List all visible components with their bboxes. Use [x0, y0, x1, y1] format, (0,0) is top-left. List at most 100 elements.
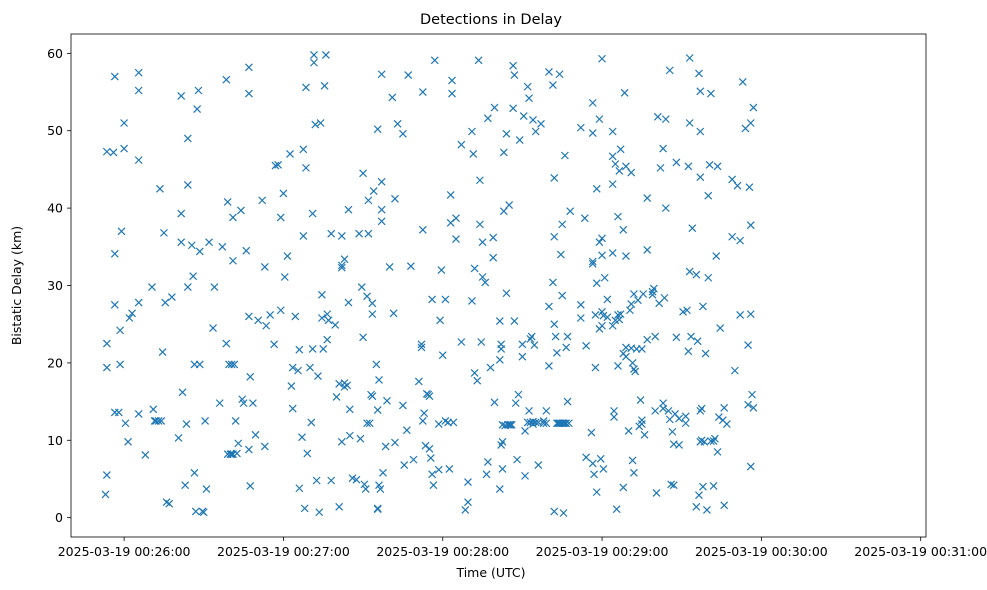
- data-point: [464, 498, 472, 507]
- x-axis-label: Time (UTC): [455, 565, 525, 580]
- data-point: [627, 300, 636, 308]
- data-point: [661, 204, 670, 213]
- data-point: [720, 501, 729, 510]
- data-point: [260, 442, 269, 451]
- data-point: [244, 63, 253, 72]
- data-point: [477, 338, 486, 346]
- data-point: [611, 160, 620, 168]
- data-point: [302, 83, 310, 92]
- data-point: [377, 177, 386, 186]
- data-point: [706, 89, 715, 98]
- data-point: [591, 310, 600, 319]
- data-point: [745, 183, 754, 192]
- data-point: [495, 485, 504, 493]
- data-point: [599, 464, 608, 473]
- data-point: [327, 476, 336, 485]
- data-point: [552, 348, 561, 357]
- y-tick-label: 60: [47, 46, 63, 61]
- data-point: [468, 127, 476, 136]
- data-point: [242, 246, 251, 255]
- data-point: [545, 362, 553, 370]
- data-point: [248, 399, 257, 408]
- data-point: [684, 347, 693, 356]
- data-point: [101, 490, 110, 499]
- data-point: [481, 278, 490, 287]
- data-point: [300, 504, 309, 513]
- data-point: [262, 321, 271, 330]
- data-point: [417, 343, 426, 352]
- data-point: [244, 445, 253, 454]
- data-point: [603, 313, 612, 322]
- data-point: [388, 93, 397, 102]
- data-point: [672, 333, 681, 342]
- data-point: [385, 263, 394, 271]
- data-point: [482, 470, 491, 479]
- data-point: [507, 420, 516, 429]
- data-point: [194, 86, 203, 95]
- data-point: [344, 298, 353, 307]
- y-tick-label: 40: [47, 201, 63, 216]
- data-point: [425, 392, 434, 401]
- data-point: [134, 410, 143, 418]
- data-point: [486, 363, 495, 372]
- data-point: [709, 437, 718, 445]
- data-point: [299, 232, 308, 240]
- data-point: [359, 169, 368, 178]
- data-point: [489, 233, 498, 242]
- data-point: [389, 309, 398, 318]
- data-point: [525, 94, 533, 103]
- data-point: [550, 232, 559, 241]
- data-point: [381, 442, 390, 451]
- data-point: [519, 112, 528, 120]
- data-point: [563, 397, 572, 406]
- data-point: [628, 456, 637, 465]
- data-point: [699, 302, 707, 311]
- data-point: [521, 427, 529, 435]
- data-point: [428, 470, 437, 479]
- data-point: [693, 337, 702, 346]
- data-point: [288, 404, 297, 413]
- data-point: [110, 249, 119, 258]
- data-point: [643, 194, 652, 202]
- data-point: [295, 345, 304, 354]
- data-point: [720, 403, 729, 412]
- data-point: [319, 345, 328, 353]
- data-point: [128, 309, 136, 318]
- data-point: [590, 470, 599, 479]
- data-point: [526, 334, 535, 343]
- data-point: [306, 363, 314, 372]
- data-point: [331, 321, 340, 329]
- data-point: [344, 205, 353, 214]
- data-point: [357, 283, 366, 291]
- data-point: [551, 332, 560, 341]
- data-point: [599, 311, 608, 320]
- data-point: [534, 461, 543, 469]
- y-tick-label: 10: [47, 433, 63, 448]
- data-point: [705, 160, 714, 169]
- data-point: [497, 340, 506, 349]
- data-point: [704, 273, 713, 282]
- data-point: [588, 459, 597, 468]
- data-point: [448, 76, 456, 85]
- data-point: [478, 238, 487, 247]
- data-point: [469, 150, 478, 158]
- data-point: [428, 295, 437, 304]
- data-point: [102, 363, 111, 372]
- data-point: [373, 505, 382, 514]
- data-point: [744, 400, 753, 409]
- data-point: [506, 420, 515, 429]
- data-point: [316, 119, 325, 127]
- data-point: [527, 332, 536, 341]
- data-point: [513, 455, 522, 464]
- data-point: [314, 372, 322, 380]
- data-point: [457, 338, 466, 346]
- data-point: [369, 187, 378, 196]
- data-point: [661, 115, 670, 124]
- data-point: [379, 468, 387, 477]
- data-point: [710, 434, 719, 443]
- data-point: [202, 485, 211, 493]
- data-point: [659, 404, 668, 413]
- data-point: [483, 458, 492, 466]
- data-point: [510, 317, 519, 326]
